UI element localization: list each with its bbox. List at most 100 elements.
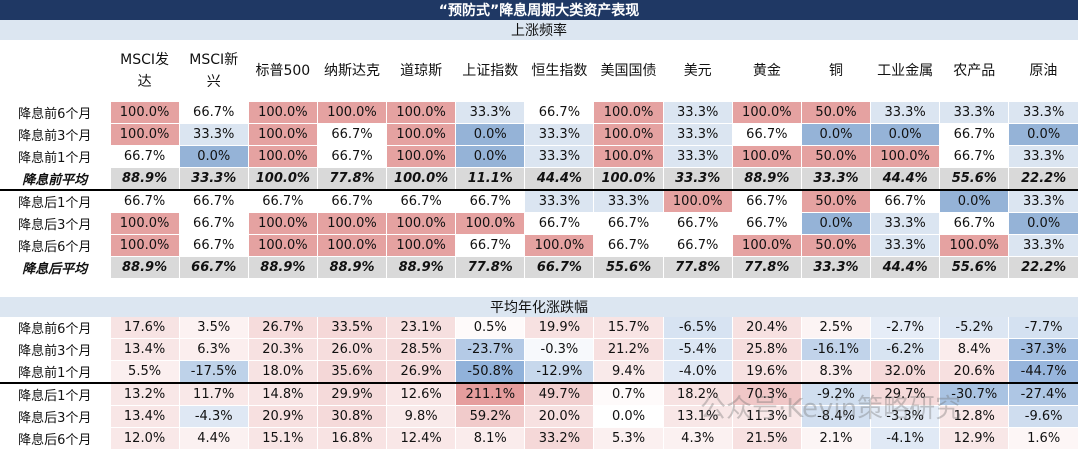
value-cell: 100.0%	[247, 145, 318, 168]
value-cell: 33.5%	[316, 317, 387, 339]
row-label: 降息前1个月	[18, 151, 92, 166]
table-title: “预防式”降息周期大类资产表现	[0, 0, 1078, 20]
value-cell: 21.5%	[731, 427, 802, 450]
value-cell: -30.7%	[939, 382, 1009, 406]
value-cell: 100.0%	[247, 123, 318, 146]
value-cell: 14.8%	[247, 382, 318, 406]
data-row: 降息前6个月 17.6% 3.5% 26.7% 33.5% 23.1% 0.5% 19.9% 1…	[0, 317, 1078, 339]
value-cell: 66.7%	[455, 234, 525, 257]
data-row: 降息后3个月 13.4% -4.3% 20.9% 30.8% 9.8% 59.2% 20.0%…	[0, 405, 1078, 428]
value-cell: 11.3%	[731, 405, 802, 428]
data-row: 降息后6个月 100.0% 66.7% 100.0% 100.0% 100.0% 66.7%…	[0, 234, 1078, 257]
value-cell: 20.4%	[731, 317, 802, 339]
value-cell: 19.9%	[524, 317, 594, 339]
column-header: 铜	[828, 63, 843, 79]
value-cell: 100.0%	[386, 123, 456, 146]
data-row: 降息前1个月 66.7% 0.0% 100.0% 66.7% 100.0% 0.0% 33.3…	[0, 145, 1078, 168]
value-cell: 28.5%	[386, 338, 456, 361]
column-header: 道琼斯	[400, 63, 443, 79]
row-label: 降息后平均	[22, 262, 88, 277]
value-cell: -4.0%	[662, 360, 733, 384]
value-cell: 5.5%	[109, 360, 180, 384]
average-cell: 33.3%	[800, 167, 871, 191]
average-cell: 88.9%	[247, 256, 318, 279]
value-cell: 100.0%	[593, 145, 664, 168]
value-cell: -17.5%	[178, 360, 249, 384]
value-cell: 33.3%	[870, 212, 940, 235]
value-cell: 100.0%	[109, 212, 180, 235]
value-cell: 11.7%	[178, 382, 249, 406]
average-cell: 77.8%	[662, 256, 733, 279]
column-header: MSCI发达	[120, 52, 169, 90]
value-cell: 66.7%	[731, 212, 802, 235]
row-label: 降息后1个月	[0, 382, 110, 406]
value-cell: -16.1%	[800, 338, 871, 361]
data-row: 降息后1个月 13.2% 11.7% 14.8% 29.9% 12.6% 211.1% 49.…	[0, 382, 1078, 406]
value-cell: 29.7%	[870, 382, 940, 406]
value-cell: 33.3%	[1008, 145, 1078, 168]
value-cell: 20.9%	[247, 405, 318, 428]
column-header-row: MSCI发达 MSCI新兴 标普500 纳斯达克 道琼斯 上证指数 恒生指数 美国国债 美元 黄金…	[0, 40, 1078, 102]
value-cell: -27.4%	[1008, 382, 1078, 406]
value-cell: 0.0%	[1008, 123, 1078, 146]
row-label: 降息前3个月	[18, 344, 92, 359]
value-cell: 100.0%	[524, 234, 594, 257]
value-cell: 100.0%	[593, 123, 664, 146]
value-cell: 16.8%	[316, 427, 387, 450]
value-cell: 26.0%	[316, 338, 387, 361]
value-cell: 26.9%	[386, 360, 456, 384]
value-cell: 66.7%	[939, 123, 1009, 146]
section-header: 上涨频率	[0, 20, 1078, 40]
gap-row	[0, 279, 1078, 298]
average-cell: 88.9%	[109, 167, 180, 191]
value-cell: 66.7%	[662, 234, 733, 257]
value-cell: 26.7%	[247, 317, 318, 339]
value-cell: 33.3%	[1008, 189, 1078, 213]
value-cell: 33.3%	[662, 102, 733, 124]
value-cell: 70.3%	[731, 382, 802, 406]
average-cell: 55.6%	[593, 256, 664, 279]
value-cell: 66.7%	[316, 145, 387, 168]
value-cell: 33.3%	[178, 123, 249, 146]
value-cell: 100.0%	[731, 145, 802, 168]
value-cell: 66.7%	[316, 189, 387, 213]
value-cell: 100.0%	[731, 102, 802, 124]
row-label: 降息前6个月	[18, 322, 92, 338]
value-cell: 66.7%	[386, 189, 456, 213]
value-cell: 30.8%	[316, 405, 387, 428]
value-cell: 21.2%	[593, 338, 664, 361]
average-cell: 88.9%	[316, 256, 387, 279]
value-cell: 13.1%	[662, 405, 733, 428]
value-cell: 66.7%	[316, 123, 387, 146]
value-cell: -5.4%	[662, 338, 733, 361]
value-cell: 29.9%	[316, 382, 387, 406]
value-cell: 0.7%	[593, 382, 664, 406]
average-cell: 100.0%	[247, 167, 318, 191]
value-cell: 100.0%	[386, 102, 456, 124]
row-label: 降息后6个月	[18, 433, 92, 448]
value-cell: 100.0%	[939, 234, 1009, 257]
average-cell: 33.3%	[662, 167, 733, 191]
value-cell: -37.3%	[1008, 338, 1078, 361]
data-row: 降息后3个月 100.0% 66.7% 100.0% 100.0% 100.0% 100.0…	[0, 212, 1078, 235]
row-label: 降息后1个月	[0, 189, 110, 213]
value-cell: -5.2%	[939, 317, 1009, 339]
value-cell: 0.0%	[939, 189, 1009, 213]
value-cell: -50.8%	[455, 360, 525, 384]
value-cell: 33.3%	[593, 189, 664, 213]
average-cell: 77.8%	[731, 256, 802, 279]
value-cell: -4.1%	[870, 427, 940, 450]
data-row: 降息前6个月 100.0% 66.7% 100.0% 100.0% 100.0% 33.3%…	[0, 102, 1078, 124]
column-header: 农产品	[953, 63, 996, 79]
value-cell: 33.3%	[524, 145, 594, 168]
row-label: 降息后3个月	[18, 218, 92, 233]
value-cell: 12.8%	[939, 405, 1009, 428]
average-row: 降息后平均 88.9% 66.7% 88.9% 88.9% 88.9% 77.8% 66.7%…	[0, 256, 1078, 279]
value-cell: 66.7%	[870, 189, 940, 213]
value-cell: 12.9%	[939, 427, 1009, 450]
value-cell: 100.0%	[109, 102, 180, 124]
average-row: 降息前平均 88.9% 33.3% 100.0% 77.8% 100.0% 11.1% 44.…	[0, 167, 1078, 191]
value-cell: 66.7%	[178, 102, 249, 124]
